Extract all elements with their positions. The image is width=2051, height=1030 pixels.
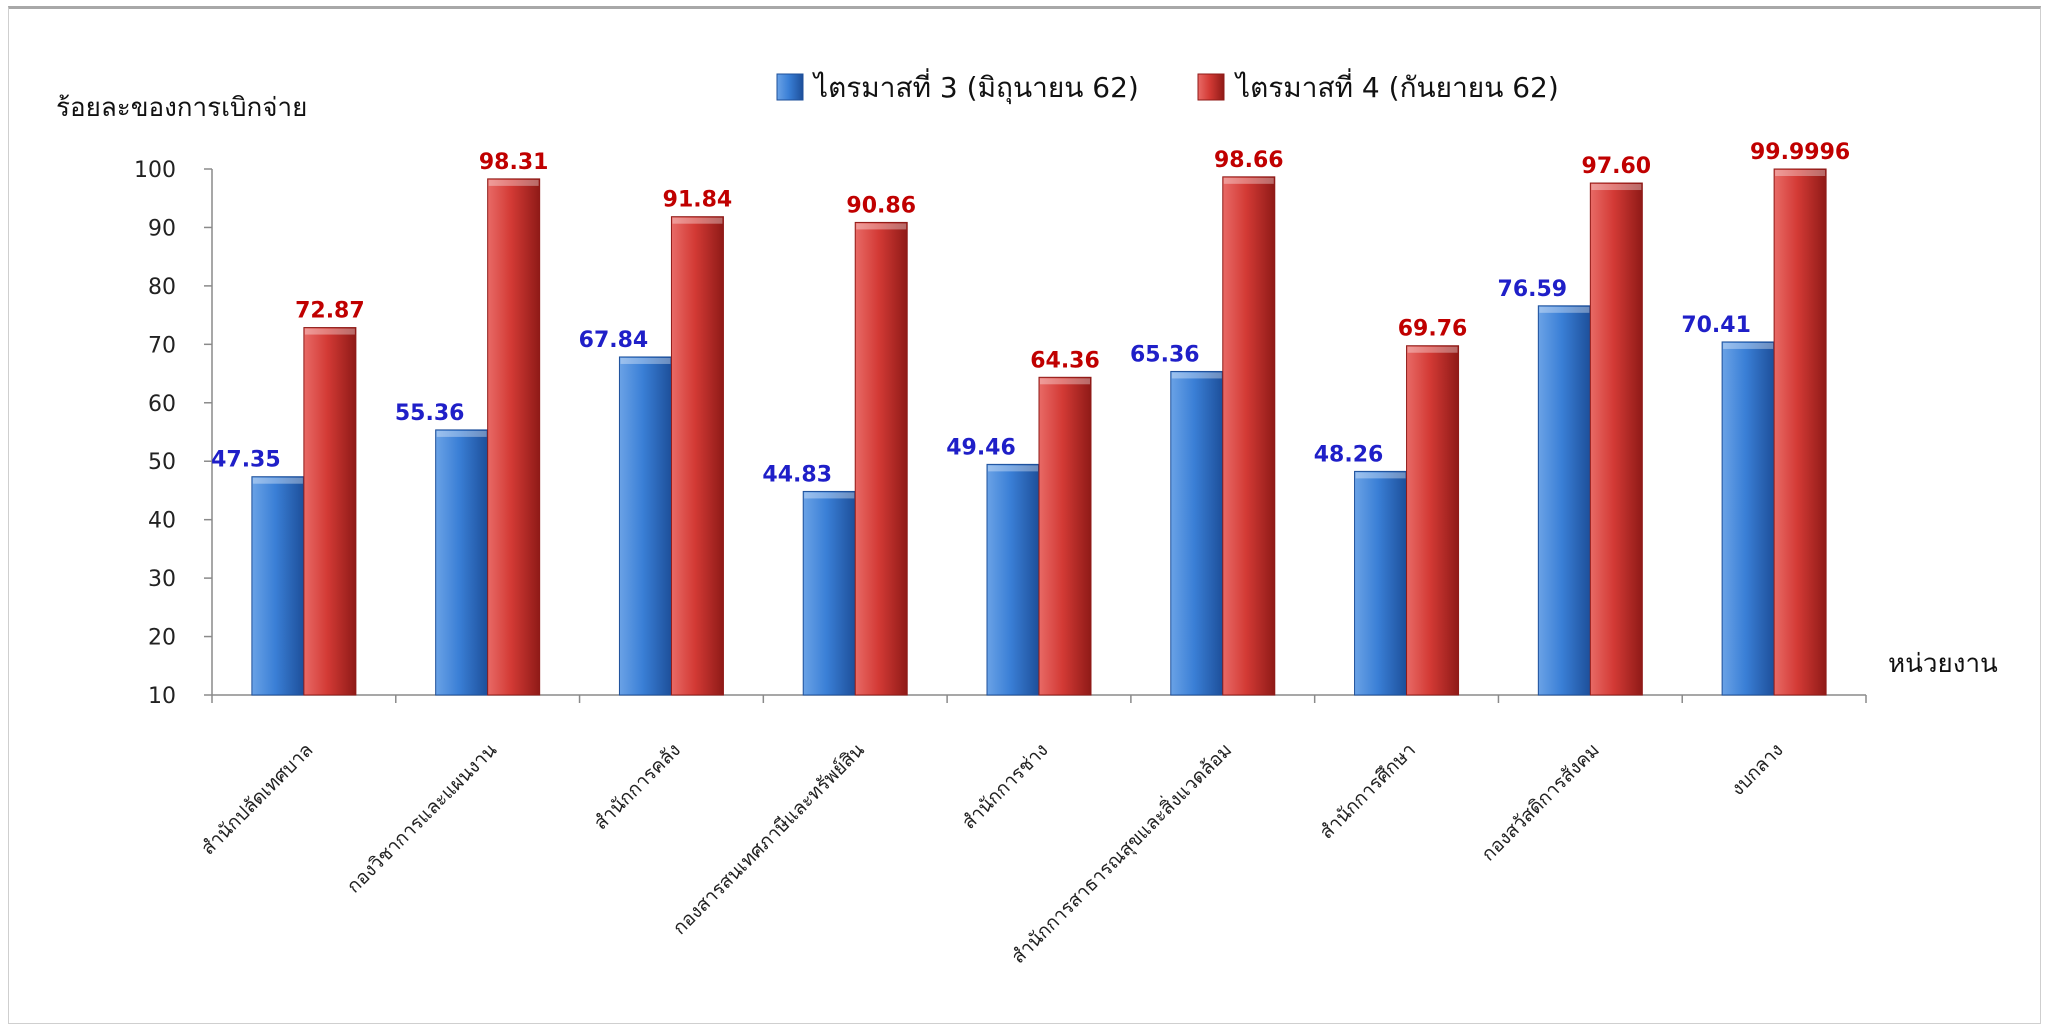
bar-q4 xyxy=(1038,376,1092,696)
data-label-q4: 99.9996 xyxy=(1750,140,1850,165)
bar-q3 xyxy=(986,463,1040,696)
y-tick-label: 10 xyxy=(148,684,176,709)
bar-q4-highlight xyxy=(488,179,539,186)
data-label-q4: 98.31 xyxy=(479,150,549,175)
category-label: สำนักการศึกษา xyxy=(1316,739,1421,844)
bar-q3-highlight xyxy=(1723,342,1774,349)
y-tick-label: 50 xyxy=(148,450,176,475)
category-label: สำนักการสาธารณสุขและสิ่งแวดล้อม xyxy=(1005,737,1237,969)
bar-q4 xyxy=(1222,176,1276,696)
data-label-q3: 76.59 xyxy=(1498,277,1568,302)
category-label: สำนักการคลัง xyxy=(590,739,685,834)
data-label-q3: 47.35 xyxy=(211,448,281,473)
legend: ไตรมาสที่ 3 (มิถุนายน 62) ไตรมาสที่ 4 (ก… xyxy=(776,68,1559,105)
data-label-q3: 65.36 xyxy=(1130,342,1200,367)
data-label-q3: 49.46 xyxy=(946,435,1016,460)
bar-q3 xyxy=(435,429,489,696)
legend-swatch-q4 xyxy=(1197,73,1225,101)
y-tick-label: 40 xyxy=(148,509,176,534)
y-tick-label: 90 xyxy=(148,216,176,241)
data-label-q3: 67.84 xyxy=(579,328,649,353)
bar-q3 xyxy=(618,356,672,696)
bar-q3 xyxy=(1354,470,1408,696)
legend-label-q3: ไตรมาสที่ 3 (มิถุนายน 62) xyxy=(812,68,1139,105)
bar-q4-highlight xyxy=(1223,177,1274,184)
y-tick-label: 70 xyxy=(148,333,176,358)
bar-q4 xyxy=(1773,168,1827,696)
bar-q3-highlight xyxy=(804,492,855,499)
bar-q3-highlight xyxy=(1539,306,1590,313)
legend-label-q4: ไตรมาสที่ 4 (กันยายน 62) xyxy=(1234,68,1559,104)
bar-q4-highlight xyxy=(304,328,355,335)
bar-q3 xyxy=(1537,305,1591,696)
bar-q3-highlight xyxy=(620,357,671,364)
bar-q3 xyxy=(1170,370,1224,696)
y-tick-label: 20 xyxy=(148,626,176,651)
y-tick-label: 80 xyxy=(148,275,176,300)
bar-q4 xyxy=(487,178,541,696)
data-label-q3: 55.36 xyxy=(395,401,465,426)
bar-q3-highlight xyxy=(1171,372,1222,379)
bar-q4 xyxy=(303,327,357,696)
data-label-q4: 69.76 xyxy=(1398,317,1468,342)
bars xyxy=(251,168,1827,696)
data-label-q4: 98.66 xyxy=(1214,148,1284,173)
bar-q4-highlight xyxy=(1775,170,1826,177)
bar-q4-highlight xyxy=(672,217,723,224)
bar-q3-highlight xyxy=(988,465,1038,472)
bar-q3-highlight xyxy=(436,430,487,437)
bar-q3-highlight xyxy=(1355,472,1406,479)
y-tick-label: 100 xyxy=(134,158,176,183)
category-label: งบกลาง xyxy=(1727,739,1788,800)
bar-q4 xyxy=(1406,345,1460,696)
data-label-q3: 70.41 xyxy=(1681,313,1751,338)
data-label-q4: 97.60 xyxy=(1582,154,1652,179)
bar-q4-highlight xyxy=(1040,378,1090,385)
bar-q4-highlight xyxy=(1591,184,1642,191)
bar-q3-highlight xyxy=(252,477,303,484)
bar-q4 xyxy=(854,221,908,696)
category-label: สำนักการช่าง xyxy=(958,739,1053,834)
bar-q3 xyxy=(1721,341,1775,696)
category-label: กองสารสนเทศภาษีและทรัพย์สิน xyxy=(669,739,869,939)
legend-swatch-q3 xyxy=(776,73,804,101)
data-label-q4: 90.86 xyxy=(846,193,916,218)
bar-q3 xyxy=(251,476,305,696)
data-label-q4: 91.84 xyxy=(663,188,733,213)
data-labels: 47.35 72.87 55.36 98.31 67.84 91.84 44.83 90.86… xyxy=(211,140,1850,487)
category-label: กองวิชาการและแผนงาน xyxy=(343,739,502,898)
bar-q4-highlight xyxy=(1407,346,1458,353)
category-labels: สำนักปลัดเทศบาล กองวิชาการและแผนงาน สำนักก… xyxy=(197,737,1788,969)
x-axis-title: หน่วยงาน xyxy=(1888,649,1998,679)
data-label-q4: 72.87 xyxy=(295,299,365,324)
bar-q3 xyxy=(802,490,856,696)
data-label-q4: 64.36 xyxy=(1030,348,1100,373)
category-label: สำนักปลัดเทศบาล xyxy=(197,739,317,859)
y-tick-label: 60 xyxy=(148,392,176,417)
bar-q4-highlight xyxy=(856,223,907,230)
category-label: กองสวัสดิการสังคม xyxy=(1477,739,1603,865)
bar-q4 xyxy=(1589,182,1643,696)
data-label-q3: 44.83 xyxy=(762,462,832,487)
y-tick-label: 30 xyxy=(148,567,176,592)
bar-q4 xyxy=(670,216,724,696)
data-label-q3: 48.26 xyxy=(1314,442,1384,467)
y-axis-title: ร้อยละของการเบิกจ่าย xyxy=(56,93,307,123)
